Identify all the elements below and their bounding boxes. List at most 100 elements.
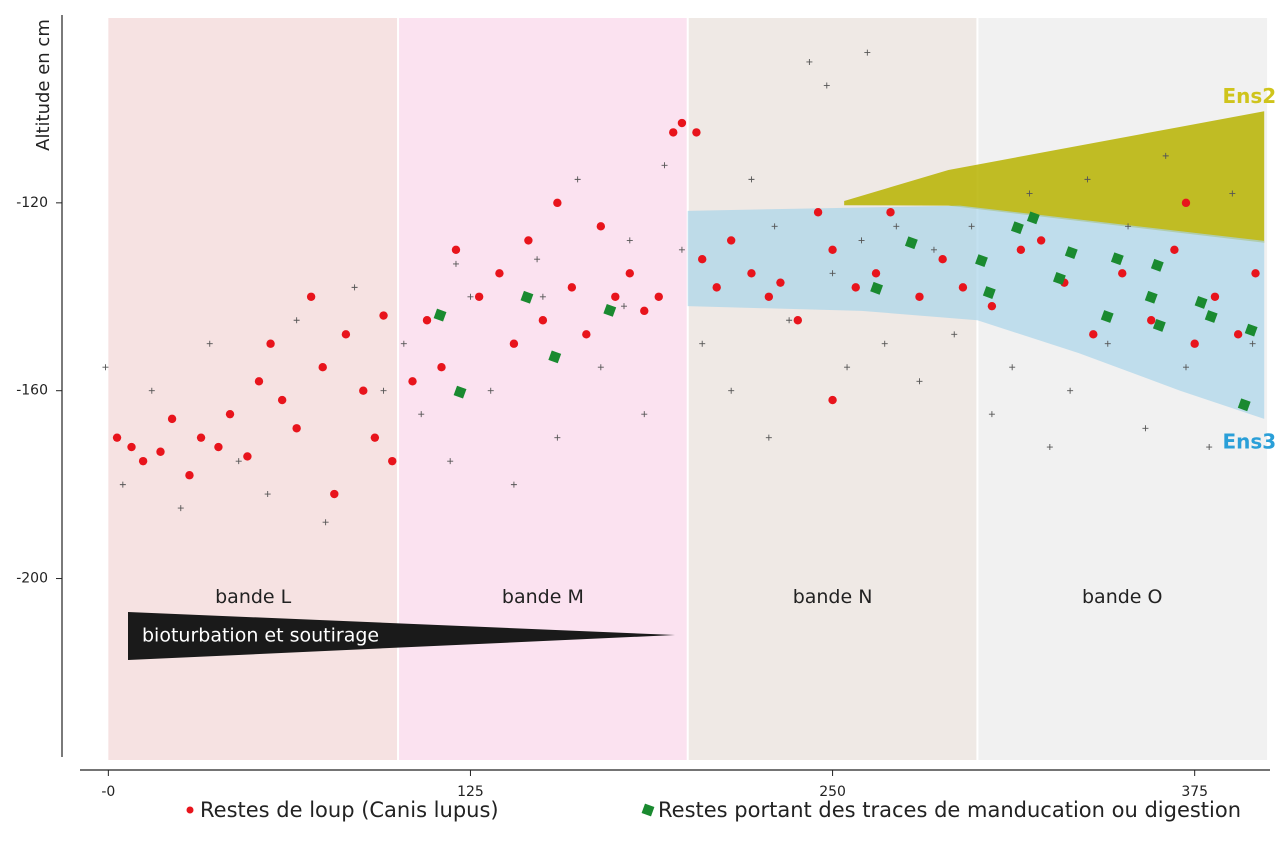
point [538, 316, 548, 325]
point [1181, 198, 1191, 208]
point [829, 270, 836, 277]
point [474, 292, 484, 301]
point [341, 330, 351, 339]
bioturbation-wedge [128, 612, 675, 660]
point [451, 245, 461, 255]
point [1229, 190, 1236, 197]
point [1150, 258, 1164, 272]
point [1237, 398, 1251, 412]
point [292, 424, 301, 433]
point [534, 256, 541, 263]
point [1233, 330, 1243, 339]
point [1144, 290, 1158, 304]
point [764, 292, 774, 301]
point [828, 395, 837, 405]
y-tick-label: -200 [16, 571, 48, 587]
point [1046, 444, 1053, 451]
point [437, 363, 446, 372]
band-label: bande N [793, 586, 873, 608]
point [620, 303, 627, 310]
point [988, 411, 995, 418]
point [127, 442, 136, 452]
point [1125, 223, 1132, 230]
point [467, 293, 474, 300]
point [1016, 245, 1026, 255]
point [1210, 292, 1220, 301]
point [938, 255, 947, 264]
point [982, 286, 996, 299]
point [167, 414, 177, 424]
point [771, 223, 778, 230]
point [1026, 211, 1040, 225]
point [1009, 364, 1016, 371]
point [1244, 323, 1258, 337]
point [156, 447, 165, 456]
point [641, 411, 648, 418]
y-axis-label: Altitude en cm [33, 19, 54, 151]
point [1100, 310, 1114, 323]
point [574, 176, 581, 183]
point [930, 246, 937, 253]
point [452, 260, 459, 267]
point [408, 377, 417, 386]
band-label: bande M [502, 586, 584, 608]
point [1251, 269, 1260, 278]
point [1190, 339, 1199, 348]
point [520, 290, 534, 304]
point [322, 519, 329, 526]
point [235, 458, 242, 465]
point [554, 434, 561, 441]
point [603, 303, 617, 317]
point [388, 456, 397, 466]
point [864, 49, 871, 56]
point [692, 128, 701, 137]
point [968, 223, 975, 230]
point [1104, 340, 1111, 347]
point [264, 491, 271, 498]
point [548, 350, 562, 364]
point [138, 456, 148, 466]
point [524, 236, 533, 245]
point [1194, 295, 1208, 309]
legend-label: Restes portant des traces de manducation… [658, 798, 1241, 822]
band-label: bande O [1082, 586, 1163, 608]
point [567, 283, 577, 292]
point [915, 292, 924, 301]
point [951, 331, 958, 338]
point [359, 386, 368, 395]
point [1206, 444, 1213, 451]
point [806, 58, 813, 65]
point [765, 434, 772, 441]
point [1147, 316, 1156, 325]
point [893, 223, 900, 230]
point [119, 481, 126, 488]
x-tick-label: 125 [457, 784, 484, 800]
x-tick-label: 250 [819, 784, 846, 800]
point [102, 364, 109, 371]
point [510, 481, 517, 488]
point [400, 340, 407, 347]
point [871, 269, 881, 278]
point [786, 317, 793, 324]
point [351, 284, 358, 291]
point [487, 387, 494, 394]
point [1010, 221, 1024, 235]
point [243, 452, 252, 461]
point [1204, 310, 1218, 323]
point [370, 433, 380, 442]
point [206, 340, 213, 347]
x-tick-label: 375 [1181, 784, 1208, 800]
point [886, 208, 895, 217]
point [495, 269, 504, 278]
point [661, 162, 668, 169]
point [1110, 252, 1124, 266]
band [687, 18, 978, 760]
point [225, 409, 235, 419]
x-tick-label: -0 [101, 784, 115, 800]
point [828, 245, 837, 255]
point [1152, 319, 1166, 332]
point [776, 278, 785, 287]
point [277, 395, 287, 405]
point [539, 293, 546, 300]
